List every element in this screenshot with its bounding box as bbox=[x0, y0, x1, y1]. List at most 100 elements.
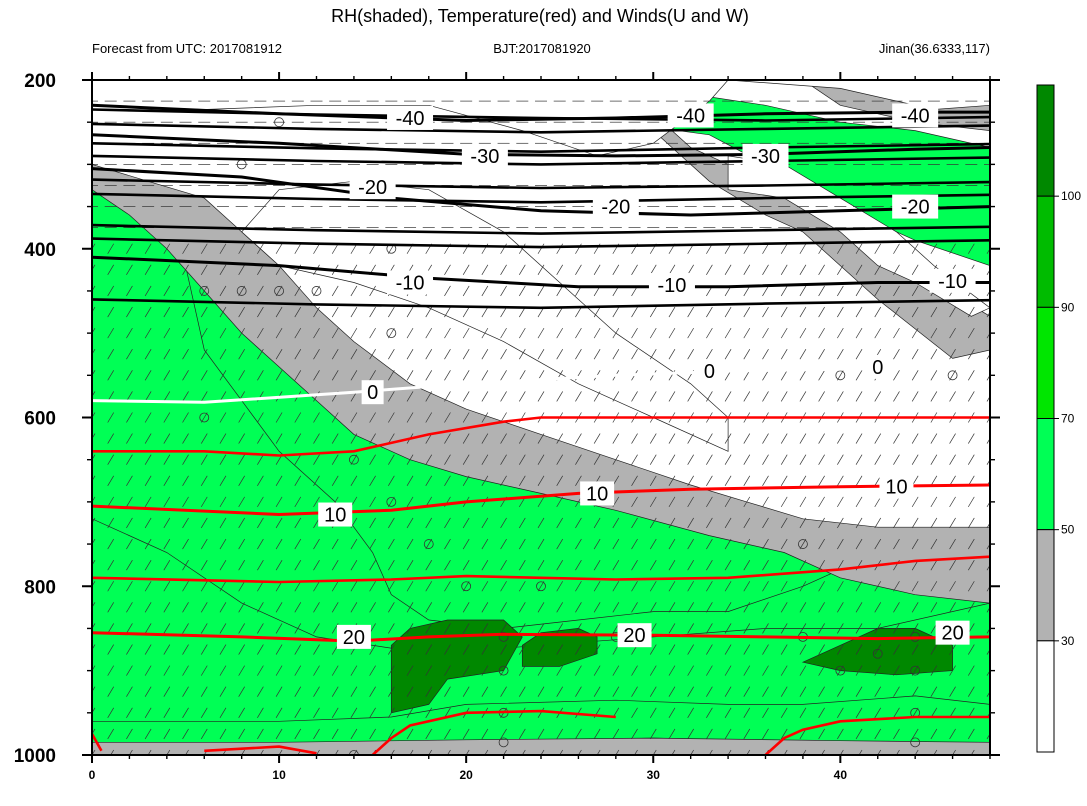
wind-barb bbox=[556, 517, 564, 529]
wind-barb bbox=[92, 349, 96, 355]
wind-barb bbox=[500, 623, 507, 634]
wind-barb bbox=[818, 496, 825, 508]
calm-wind-marker bbox=[498, 631, 509, 642]
wind-barb bbox=[294, 412, 302, 423]
wind-barb bbox=[743, 327, 751, 339]
wind-barb bbox=[219, 623, 227, 634]
wind-barb bbox=[762, 433, 769, 444]
subtitle-bjt: BJT:2017081920 bbox=[493, 41, 591, 56]
temperature-contour-line bbox=[92, 298, 990, 310]
contour-label--20: -20 bbox=[892, 194, 939, 219]
contour-label-0: 0 bbox=[866, 354, 889, 379]
wind-barb bbox=[631, 306, 638, 318]
wind-barb bbox=[182, 559, 189, 571]
wind-barb bbox=[896, 749, 900, 755]
wind-barb bbox=[163, 517, 171, 529]
wind-barb bbox=[762, 243, 769, 254]
wind-barb bbox=[462, 475, 470, 486]
wind-barb bbox=[780, 349, 788, 360]
wind-barb bbox=[444, 602, 451, 613]
wind-barb bbox=[967, 602, 975, 613]
wind-barb bbox=[575, 581, 582, 592]
wind-barb bbox=[257, 644, 264, 655]
wind-barb bbox=[575, 686, 582, 697]
wind-barb bbox=[107, 517, 115, 529]
wind-barb bbox=[107, 243, 115, 254]
svg-text:-40: -40 bbox=[901, 105, 930, 127]
wind-barb bbox=[821, 749, 825, 755]
wind-barb bbox=[425, 644, 433, 655]
wind-barb bbox=[107, 686, 115, 697]
wind-barb bbox=[350, 370, 358, 381]
wind-barb bbox=[780, 728, 788, 740]
wind-barb bbox=[911, 349, 919, 360]
wind-barb bbox=[369, 517, 376, 529]
wind-barb bbox=[259, 749, 264, 755]
wind-barb bbox=[275, 728, 283, 740]
wind-barb bbox=[388, 644, 395, 655]
wind-barb bbox=[556, 602, 564, 613]
wind-barb bbox=[911, 644, 919, 655]
contour-label--40: -40 bbox=[667, 103, 714, 128]
temperature-contours-layer bbox=[92, 103, 990, 755]
wind-barb bbox=[575, 327, 582, 339]
wind-barb bbox=[518, 370, 526, 381]
x-tick-label: 20 bbox=[459, 768, 473, 782]
wind-barb bbox=[444, 623, 451, 634]
wind-barb bbox=[649, 433, 657, 444]
wind-barb bbox=[631, 391, 638, 402]
wind-barb bbox=[462, 412, 470, 423]
wind-barb bbox=[444, 517, 451, 529]
wind-barb bbox=[144, 243, 152, 254]
wind-barb bbox=[313, 243, 320, 254]
wind-barb bbox=[668, 454, 676, 465]
wind-barb bbox=[238, 475, 245, 486]
wind-barb bbox=[668, 623, 676, 634]
wind-barb bbox=[294, 243, 302, 254]
wind-barb bbox=[200, 475, 208, 486]
wind-barb bbox=[612, 306, 620, 318]
wind-barb bbox=[893, 728, 900, 740]
wind-barb bbox=[706, 644, 713, 655]
wind-barb bbox=[724, 454, 732, 465]
wind-barb bbox=[350, 454, 358, 465]
wind-barb bbox=[930, 644, 938, 655]
wind-barb bbox=[200, 306, 208, 318]
wind-barb bbox=[780, 264, 788, 276]
wind-barb bbox=[257, 686, 264, 697]
wind-barb bbox=[986, 627, 990, 634]
wind-barb bbox=[313, 412, 320, 423]
wind-barb bbox=[200, 391, 208, 402]
calm-wind-marker bbox=[386, 496, 397, 507]
wind-barb bbox=[144, 602, 152, 613]
wind-barb bbox=[687, 454, 694, 465]
wind-barb bbox=[762, 517, 769, 529]
wind-barb bbox=[462, 285, 470, 297]
wind-barb bbox=[687, 475, 694, 486]
wind-barb bbox=[481, 538, 489, 550]
wind-barb bbox=[444, 349, 451, 360]
wind-barb bbox=[481, 517, 489, 529]
wind-barb bbox=[593, 517, 601, 529]
wind-barb bbox=[518, 644, 526, 655]
wind-barb bbox=[949, 581, 956, 592]
wind-barb bbox=[575, 475, 582, 486]
wind-barb bbox=[967, 665, 975, 676]
wind-barb bbox=[350, 433, 358, 444]
calm-wind-marker bbox=[536, 581, 546, 592]
wind-barb bbox=[687, 538, 694, 550]
wind-barb bbox=[743, 349, 751, 360]
wind-barb bbox=[631, 538, 638, 550]
wind-barb bbox=[107, 306, 115, 318]
wind-barb bbox=[200, 623, 208, 634]
wind-barb bbox=[837, 623, 844, 634]
wind-barb bbox=[388, 306, 395, 318]
wind-barb bbox=[911, 327, 919, 339]
wind-barb bbox=[649, 391, 657, 402]
wind-barb bbox=[92, 496, 96, 503]
wind-barb bbox=[799, 538, 807, 550]
wind-barb bbox=[706, 496, 713, 508]
wind-barb bbox=[687, 559, 694, 571]
wind-barb bbox=[390, 749, 395, 755]
wind-barb bbox=[219, 243, 227, 254]
